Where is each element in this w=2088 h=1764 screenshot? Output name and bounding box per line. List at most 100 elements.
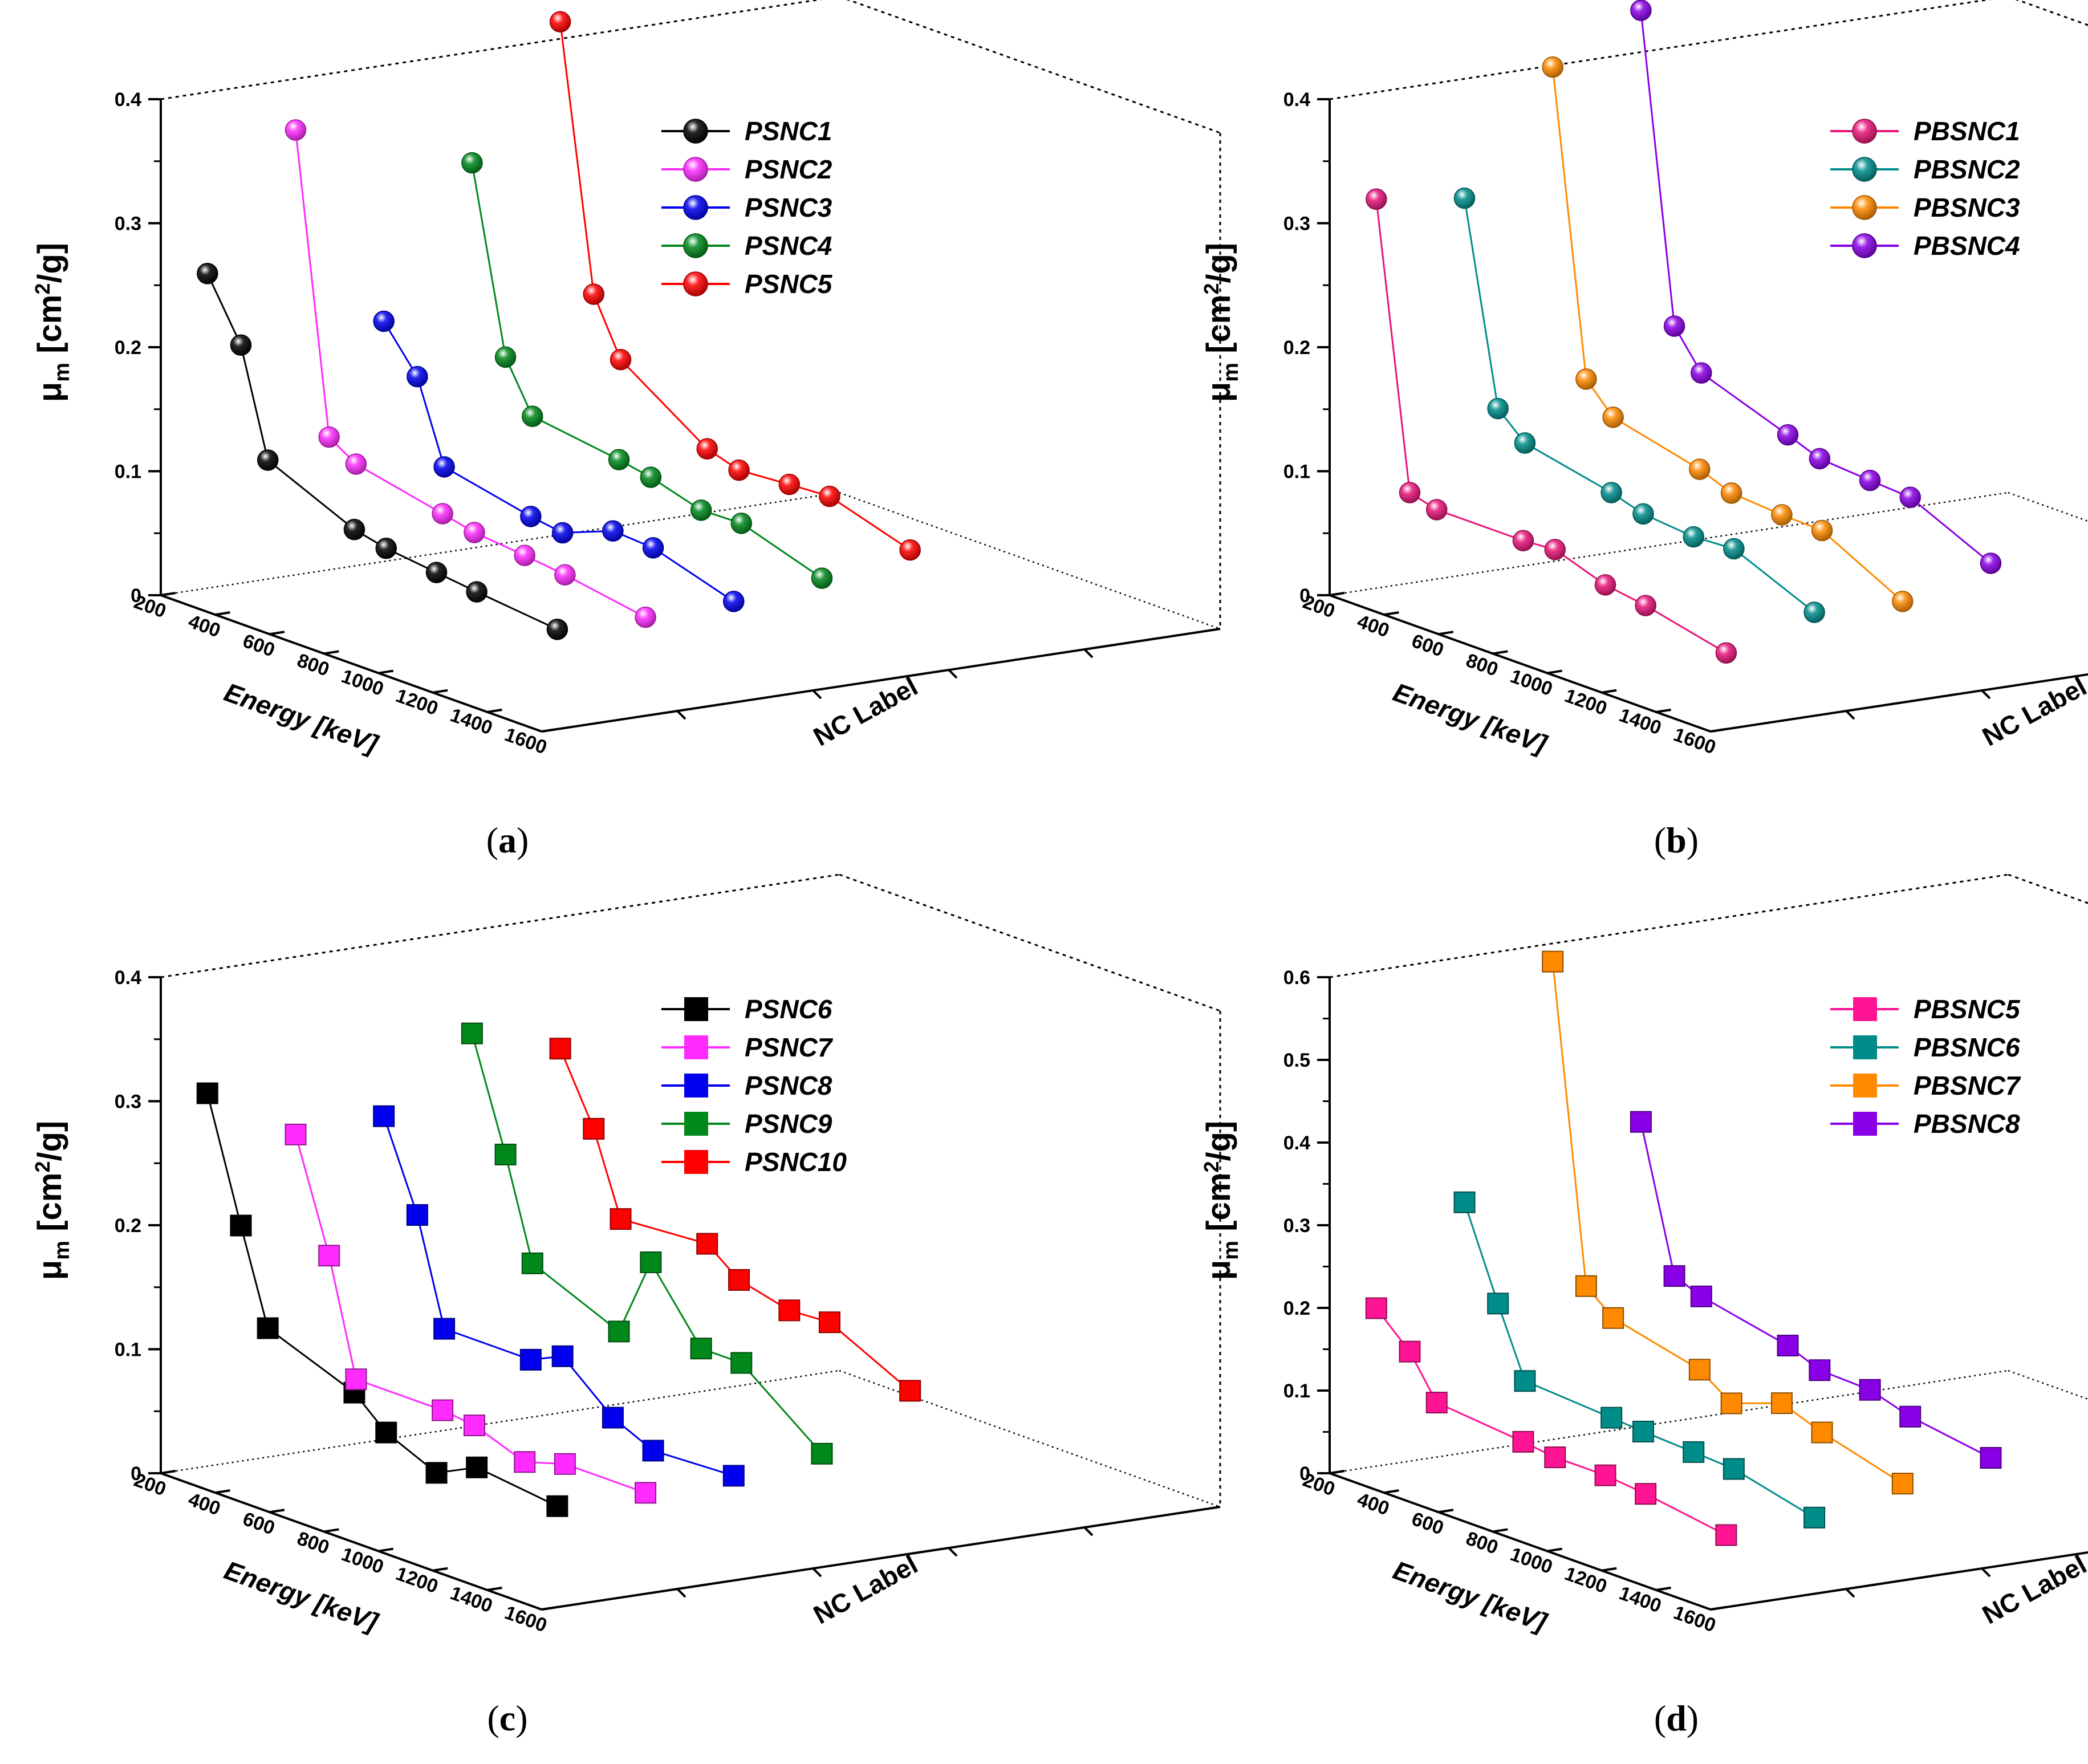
data-point-PBSNC1-964keV [1594, 574, 1616, 596]
energy-tick-mark [269, 631, 285, 636]
y-tick-label: 0.1 [115, 461, 141, 483]
nc-label-tick-mark [812, 689, 822, 700]
y-tick-label: 0.2 [115, 1215, 141, 1237]
data-point-PSNC3-1112keV [642, 537, 664, 559]
data-point-PSNC8-1112keV [642, 1440, 664, 1462]
series-line-PBSNC4 [1640, 10, 1992, 564]
data-point-PBSNC3-245keV [1575, 368, 1597, 390]
nc-label-tick-mark [1981, 689, 1991, 700]
data-point-PSNC4-662keV [608, 449, 630, 471]
legend-label-PBSNC3: PBSNC3 [1914, 193, 2020, 222]
y-axis-title: μm [cm2/g] [1200, 1121, 1243, 1280]
frame-top-left-edge [1329, 0, 1992, 100]
y-tick-label: 0.1 [115, 1339, 141, 1361]
data-point-PSNC3-245keV [407, 365, 428, 388]
data-point-PBSNC7-662keV [1688, 1359, 1711, 1381]
energy-tick-mark [378, 669, 394, 674]
data-point-PSNC5-964keV [778, 473, 801, 495]
data-point-PSNC4-964keV [690, 499, 712, 521]
data-point-PBSNC2-122keV [1453, 187, 1476, 209]
data-point-PBSNC1-779keV [1544, 539, 1566, 560]
nc-label-axis-line [541, 628, 1221, 733]
data-point-PBSNC5-779keV [1544, 1446, 1566, 1469]
data-point-PSNC6-1112keV [466, 1456, 488, 1478]
energy-tick-mark [323, 650, 339, 655]
data-point-PSNC6-964keV [425, 1462, 448, 1484]
data-point-PBSNC5-344keV [1425, 1392, 1448, 1414]
data-point-PBSNC1-344keV [1425, 499, 1448, 521]
energy-axis-line [160, 594, 542, 733]
energy-tick-mark [1547, 1547, 1563, 1552]
data-point-PBSNC1-122keV [1366, 188, 1387, 210]
energy-tick-label: 1200 [1562, 1563, 1610, 1598]
data-point-PBSNC2-344keV [1514, 432, 1536, 454]
data-point-PSNC5-344keV [610, 348, 632, 371]
data-point-PSNC9-344keV [521, 1252, 543, 1274]
legend-label-PBSNC1: PBSNC1 [1914, 116, 2020, 146]
data-point-PBSNC3-344keV [1602, 407, 1624, 428]
data-point-PBSNC1-1408keV [1715, 642, 1737, 664]
y-tick-label: 0.2 [1283, 1298, 1310, 1319]
nc-label-tick-mark [1083, 648, 1094, 659]
data-point-PSNC9-1408keV [811, 1442, 833, 1465]
legend-marker-PSNC7 [684, 1035, 708, 1059]
energy-tick-mark [1492, 650, 1508, 655]
y-tick-label: 0.3 [115, 213, 141, 235]
energy-tick-label: 1600 [502, 1602, 550, 1636]
nc-label-tick-mark [1845, 710, 1855, 720]
energy-tick-mark [1384, 1489, 1399, 1494]
energy-tick-mark [487, 1586, 502, 1591]
series-line-PBSNC1 [1375, 199, 1727, 654]
energy-tick-mark [1601, 1567, 1617, 1572]
legend: PBSNC5 PBSNC6 PBSNC7 PBSNC8 [1830, 994, 2021, 1139]
energy-tick-label: 1400 [448, 1582, 495, 1617]
energy-tick-label: 1400 [448, 704, 495, 739]
data-point-PBSNC4-122keV [1630, 0, 1652, 21]
energy-tick-label: 1200 [1562, 685, 1610, 720]
data-point-PBSNC7-1112keV [1811, 1421, 1833, 1444]
data-point-PSNC2-344keV [345, 453, 367, 475]
frame-top-left-edge [1329, 873, 2009, 978]
data-point-PSNC10-1408keV [899, 1380, 921, 1402]
data-point-PSNC7-122keV [285, 1123, 307, 1145]
energy-tick-mark [323, 1528, 339, 1533]
energy-tick-label: 1000 [339, 1543, 387, 1578]
y-tick-label: 0.1 [1283, 1380, 1310, 1402]
data-point-PBSNC4-964keV [1859, 469, 1881, 491]
data-point-PSNC10-964keV [778, 1299, 801, 1322]
data-point-PSNC2-964keV [514, 544, 535, 567]
frame-top-right-edge [2008, 873, 2088, 904]
data-point-PSNC1-122keV [197, 263, 218, 284]
nc-label-tick-mark [1981, 1567, 1991, 1578]
y-axis-title: μm [cm2/g] [31, 243, 74, 402]
nc-label-tick-mark [1845, 1588, 1855, 1598]
legend-label-PBSNC2: PBSNC2 [1914, 155, 2020, 184]
data-point-PSNC10-122keV [549, 1038, 571, 1060]
data-point-PBSNC1-662keV [1512, 530, 1534, 552]
floor-right-edge [2008, 491, 2088, 522]
data-point-PBSNC4-245keV [1663, 315, 1685, 337]
legend-marker-PSNC5 [683, 271, 708, 296]
energy-tick-label: 1600 [1671, 724, 1719, 758]
legend-label-PSNC6: PSNC6 [745, 994, 832, 1024]
data-point-PSNC7-1112keV [554, 1453, 576, 1475]
energy-tick-label: 1400 [1616, 1582, 1664, 1617]
data-point-PBSNC6-344keV [1514, 1370, 1536, 1392]
data-point-PSNC4-1408keV [811, 567, 833, 589]
panel-label: (a) [486, 820, 529, 860]
floor-back-edge [1329, 491, 2009, 596]
data-point-PSNC1-245keV [230, 334, 252, 356]
legend-marker-PBSNC6 [1853, 1035, 1877, 1059]
legend-marker-PSNC6 [684, 997, 708, 1021]
y-tick-label: 0.4 [1283, 1132, 1310, 1154]
legend-marker-PSNC8 [684, 1074, 708, 1098]
data-point-PSNC7-344keV [345, 1368, 367, 1391]
y-tick-label: 0.2 [1283, 337, 1310, 359]
data-point-PBSNC7-964keV [1770, 1392, 1793, 1415]
data-point-PSNC8-779keV [551, 1345, 574, 1367]
data-point-PBSNC8-344keV [1690, 1285, 1712, 1307]
data-point-PSNC8-344keV [433, 1318, 456, 1340]
data-point-PBSNC6-662keV [1600, 1407, 1623, 1429]
data-point-PBSNC8-779keV [1809, 1359, 1831, 1381]
data-point-PSNC3-122keV [373, 310, 395, 332]
